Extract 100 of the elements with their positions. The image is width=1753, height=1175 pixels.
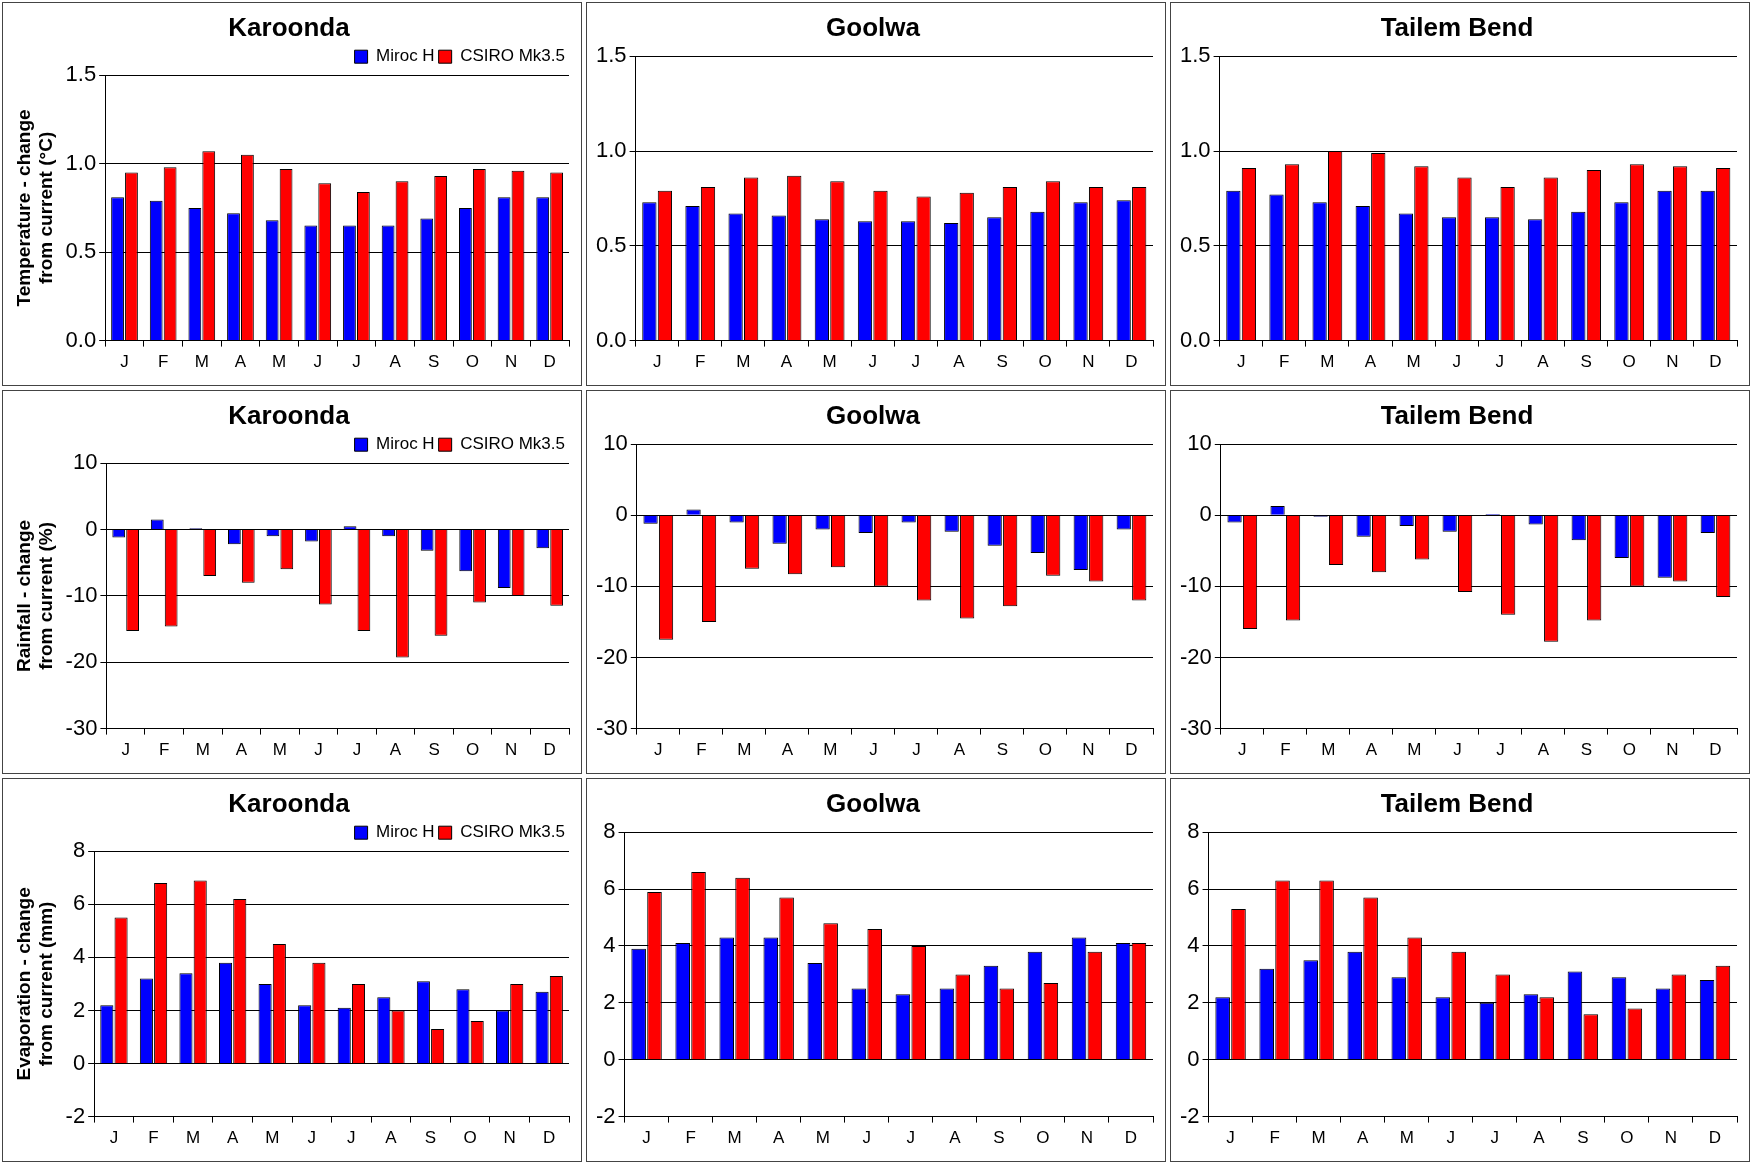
x-tick-label: J (307, 1128, 317, 1148)
x-tick-label: O (463, 1128, 477, 1148)
y-tick-label: 10 (72, 449, 98, 475)
x-tick-label: J (121, 740, 130, 760)
x-tick-label: M (195, 740, 210, 760)
x-tick-label: S (424, 1128, 437, 1148)
x-tick-label: O (1036, 1128, 1050, 1148)
legend-label: Miroc H (376, 46, 435, 66)
x-tick-label: M (1320, 352, 1335, 372)
legend-label: Miroc H (376, 434, 435, 454)
y-tick-label: 0 (72, 1049, 86, 1075)
y-tick-label: -30 (65, 714, 98, 740)
x-tick-label: F (685, 1128, 696, 1148)
y-tick-label: -2 (1180, 1102, 1200, 1128)
y-tick-label: 1.5 (595, 42, 627, 68)
y-tick-label: 4 (603, 932, 616, 958)
x-tick-label: A (385, 1128, 398, 1148)
x-tick-label: J (352, 740, 362, 760)
chart-title: Goolwa (826, 11, 921, 42)
y-tick-label: 0.0 (1179, 326, 1211, 352)
x-tick-label: F (157, 352, 169, 372)
y-tick-label: 1.0 (65, 149, 97, 175)
x-tick-label: O (465, 352, 479, 372)
x-tick-label: J (1453, 740, 1462, 760)
y-tick-label: -2 (596, 1102, 616, 1128)
x-tick-label: S (428, 740, 440, 760)
y-tick-label: 1.0 (1179, 137, 1211, 163)
y-tick-label: 6 (72, 890, 86, 916)
x-tick-label: A (949, 1128, 962, 1148)
y-tick-label: -10 (65, 581, 98, 607)
chart-title: Tailem Bend (1380, 787, 1534, 818)
x-tick-label: O (1622, 740, 1637, 760)
x-tick-label: N (505, 740, 518, 760)
y-axis-title: Temperature - change from current (°C) (12, 109, 57, 307)
x-tick-label: J (654, 740, 663, 760)
x-tick-label: A (389, 740, 402, 760)
x-tick-label: D (1708, 1128, 1722, 1148)
x-tick-label: M (823, 740, 838, 760)
x-tick-label: A (389, 352, 402, 372)
legend-label: CSIRO Mk3.5 (460, 46, 565, 66)
x-tick-label: M (272, 352, 287, 372)
y-tick-label: -20 (596, 643, 628, 669)
x-tick-label: N (1666, 352, 1679, 372)
x-tick-label: D (543, 1128, 556, 1148)
x-tick-label: D (543, 740, 556, 760)
y-tick-label: -2 (65, 1102, 86, 1128)
x-tick-label: M (736, 352, 751, 372)
x-tick-label: D (543, 352, 556, 372)
x-tick-label: J (1226, 1128, 1235, 1148)
x-tick-label: M (1406, 352, 1421, 372)
x-tick-label: J (912, 740, 921, 760)
x-tick-label: A (226, 1128, 239, 1148)
x-tick-label: N (1082, 352, 1095, 372)
y-tick-label: -10 (596, 572, 628, 598)
x-tick-label: J (642, 1128, 651, 1148)
x-tick-label: N (1666, 740, 1679, 760)
y-tick-label: 10 (603, 430, 628, 456)
y-tick-label: -20 (1180, 643, 1212, 669)
x-tick-label: J (352, 352, 361, 372)
x-tick-label: A (1537, 352, 1550, 372)
y-tick-label: 1.5 (1179, 42, 1211, 68)
chart-title: Goolwa (826, 787, 921, 818)
y-tick-label: 0.5 (1179, 231, 1211, 257)
x-tick-label: J (868, 352, 877, 372)
chart-title: Tailem Bend (1380, 11, 1534, 42)
x-tick-label: M (822, 352, 837, 372)
x-tick-label: A (1364, 352, 1377, 372)
y-tick-label: -30 (1180, 714, 1212, 740)
x-tick-label: M (186, 1128, 201, 1148)
x-tick-label: O (1038, 352, 1052, 372)
y-tick-label: 1.0 (595, 137, 627, 163)
x-tick-label: N (504, 352, 518, 372)
y-tick-label: 1.5 (65, 61, 97, 87)
x-tick-label: J (911, 352, 921, 372)
x-tick-label: M (1321, 740, 1336, 760)
y-tick-label: 8 (603, 818, 616, 844)
chart-title: Goolwa (826, 399, 921, 430)
x-tick-label: A (781, 740, 794, 760)
x-tick-label: F (148, 1128, 159, 1148)
x-tick-label: J (1496, 740, 1505, 760)
x-tick-label: M (1311, 1128, 1326, 1148)
y-tick-label: 10 (1187, 430, 1212, 456)
chart-title: Karoonda (228, 787, 351, 818)
legend-label: Miroc H (376, 822, 435, 842)
y-tick-label: 0 (615, 501, 628, 527)
y-tick-label: 4 (72, 943, 86, 969)
chart-title: Karoonda (228, 399, 351, 430)
y-tick-label: 0 (1187, 1045, 1200, 1071)
y-tick-label: 0 (1199, 501, 1212, 527)
x-tick-label: J (862, 1128, 872, 1148)
chart-title: Tailem Bend (1380, 399, 1534, 430)
y-tick-label: 6 (603, 875, 616, 901)
y-tick-label: 6 (1187, 875, 1200, 901)
x-tick-label: J (1452, 352, 1461, 372)
y-axis-title: Rainfall - change from current (%) (12, 519, 57, 672)
x-tick-label: F (1269, 1128, 1280, 1148)
x-tick-label: M (727, 1128, 742, 1148)
x-tick-label: M (1407, 740, 1422, 760)
x-tick-label: D (1125, 352, 1138, 372)
x-tick-label: J (1446, 1128, 1456, 1148)
